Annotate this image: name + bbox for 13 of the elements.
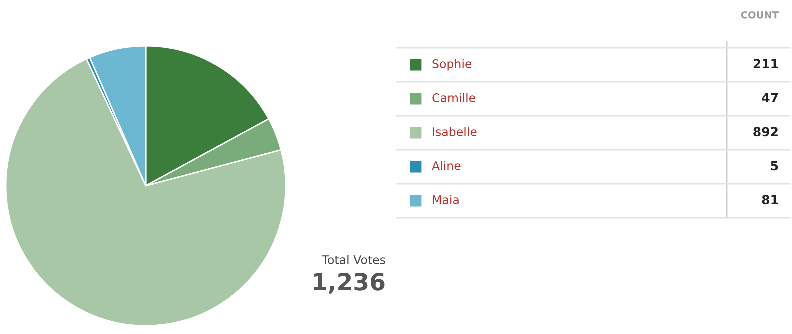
legend-title: COUNT [741,11,779,19]
data-label: 81 [762,195,778,205]
data-label: 47 [762,93,778,102]
text: 1,236 [314,272,385,294]
legend-label: Sophie [432,59,472,71]
text: Total Votes [322,255,386,264]
legend-label: Maia [433,195,459,204]
data-label: 5 [771,161,778,171]
data-label: 892 [754,127,778,137]
legend-label: Camille [432,93,476,102]
legend-label: Isabelle [433,127,477,136]
legend-label: Aline [432,161,461,170]
data-label: 211 [754,59,778,68]
